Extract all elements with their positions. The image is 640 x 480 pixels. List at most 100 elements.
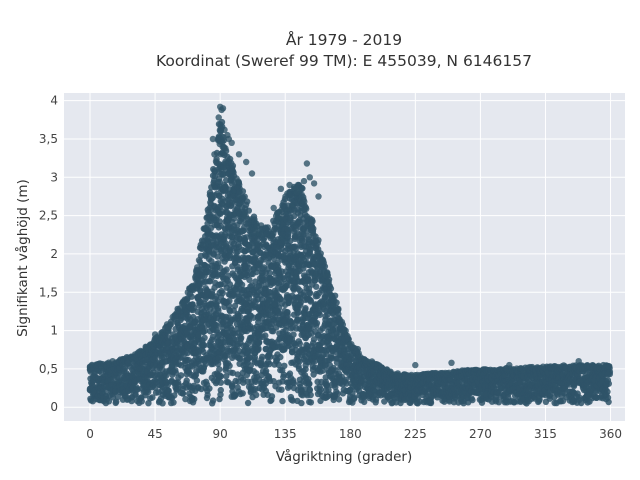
data-point [195, 331, 202, 339]
data-point [226, 362, 233, 369]
data-point [315, 193, 322, 200]
data-point [294, 285, 302, 292]
data-point [223, 240, 230, 247]
data-point [193, 377, 201, 384]
data-point [293, 189, 300, 196]
data-point [170, 399, 177, 406]
y-tick-label: 1 [50, 324, 58, 338]
data-point [351, 394, 358, 401]
data-point [219, 289, 226, 297]
data-point [267, 353, 274, 360]
data-point [310, 336, 318, 343]
x-tick-label: 315 [534, 427, 557, 441]
data-point [306, 289, 314, 297]
data-point [298, 391, 305, 398]
data-point [310, 180, 318, 187]
data-point [132, 391, 139, 399]
data-point [372, 399, 379, 406]
data-point [284, 384, 292, 391]
data-point [279, 397, 286, 405]
x-axis-ticks: 0 45 90 135 180 225 270 315 360 [86, 427, 622, 441]
data-point [243, 158, 250, 166]
data-point [290, 331, 297, 338]
data-point [307, 298, 314, 305]
data-point [262, 332, 269, 339]
data-point [270, 378, 277, 385]
data-point [297, 301, 304, 308]
data-point [303, 205, 310, 213]
data-point [535, 398, 542, 406]
data-point [317, 386, 324, 393]
data-point [214, 298, 221, 305]
data-point [302, 305, 309, 312]
y-tick-label: 1,5 [39, 285, 58, 299]
data-point [177, 372, 185, 379]
y-tick-label: 3,5 [39, 132, 58, 146]
data-point [303, 160, 311, 167]
chart-title-line1: År 1979 - 2019 [286, 30, 402, 49]
chart-title-line2: Koordinat (Sweref 99 TM): E 455039, N 61… [156, 52, 532, 70]
data-point [113, 398, 120, 405]
data-point [574, 390, 581, 397]
data-point [211, 151, 218, 158]
data-point [246, 354, 253, 361]
data-point [217, 379, 224, 386]
data-point [313, 319, 321, 327]
data-point [105, 398, 113, 405]
data-point [306, 174, 313, 181]
data-point [201, 327, 209, 334]
data-point [218, 118, 226, 126]
data-point [469, 396, 476, 404]
y-tick-label: 4 [50, 94, 58, 108]
data-point [174, 379, 182, 386]
data-point [201, 334, 208, 341]
data-point [215, 354, 222, 361]
data-point [448, 359, 455, 366]
data-point [145, 400, 152, 407]
data-point [215, 114, 222, 121]
data-point [255, 345, 262, 352]
data-point [277, 353, 284, 361]
data-point [319, 346, 326, 354]
data-point [266, 360, 273, 368]
data-point [306, 380, 313, 387]
data-point [231, 302, 239, 310]
data-point [575, 358, 582, 365]
data-point [215, 307, 222, 314]
data-point [298, 191, 305, 199]
data-point [277, 185, 285, 192]
data-point [229, 369, 237, 377]
data-point [151, 331, 159, 338]
data-point [412, 361, 419, 369]
data-point [245, 207, 252, 214]
data-point [231, 391, 238, 398]
data-point [334, 306, 342, 313]
data-point [201, 342, 208, 349]
y-tick-label: 0,5 [39, 362, 58, 376]
data-point [277, 295, 284, 303]
x-tick-label: 135 [274, 427, 297, 441]
data-point [295, 338, 302, 345]
data-point [229, 162, 237, 169]
data-point [295, 363, 302, 370]
data-point [145, 388, 152, 396]
data-point [217, 391, 224, 398]
x-tick-label: 270 [469, 427, 492, 441]
data-point [209, 135, 217, 143]
data-point [290, 379, 297, 387]
data-point [167, 321, 175, 328]
data-points [86, 103, 614, 407]
y-axis-title: Signifikant våghöjd (m) [14, 179, 31, 337]
data-point [188, 293, 195, 300]
data-point [222, 145, 229, 152]
data-point [244, 399, 252, 407]
data-point [605, 371, 612, 378]
data-point [246, 276, 253, 283]
data-point [238, 374, 245, 381]
data-point [305, 276, 312, 284]
data-point [304, 349, 311, 357]
data-point [253, 370, 260, 377]
data-point [298, 399, 305, 407]
data-point [604, 377, 612, 384]
